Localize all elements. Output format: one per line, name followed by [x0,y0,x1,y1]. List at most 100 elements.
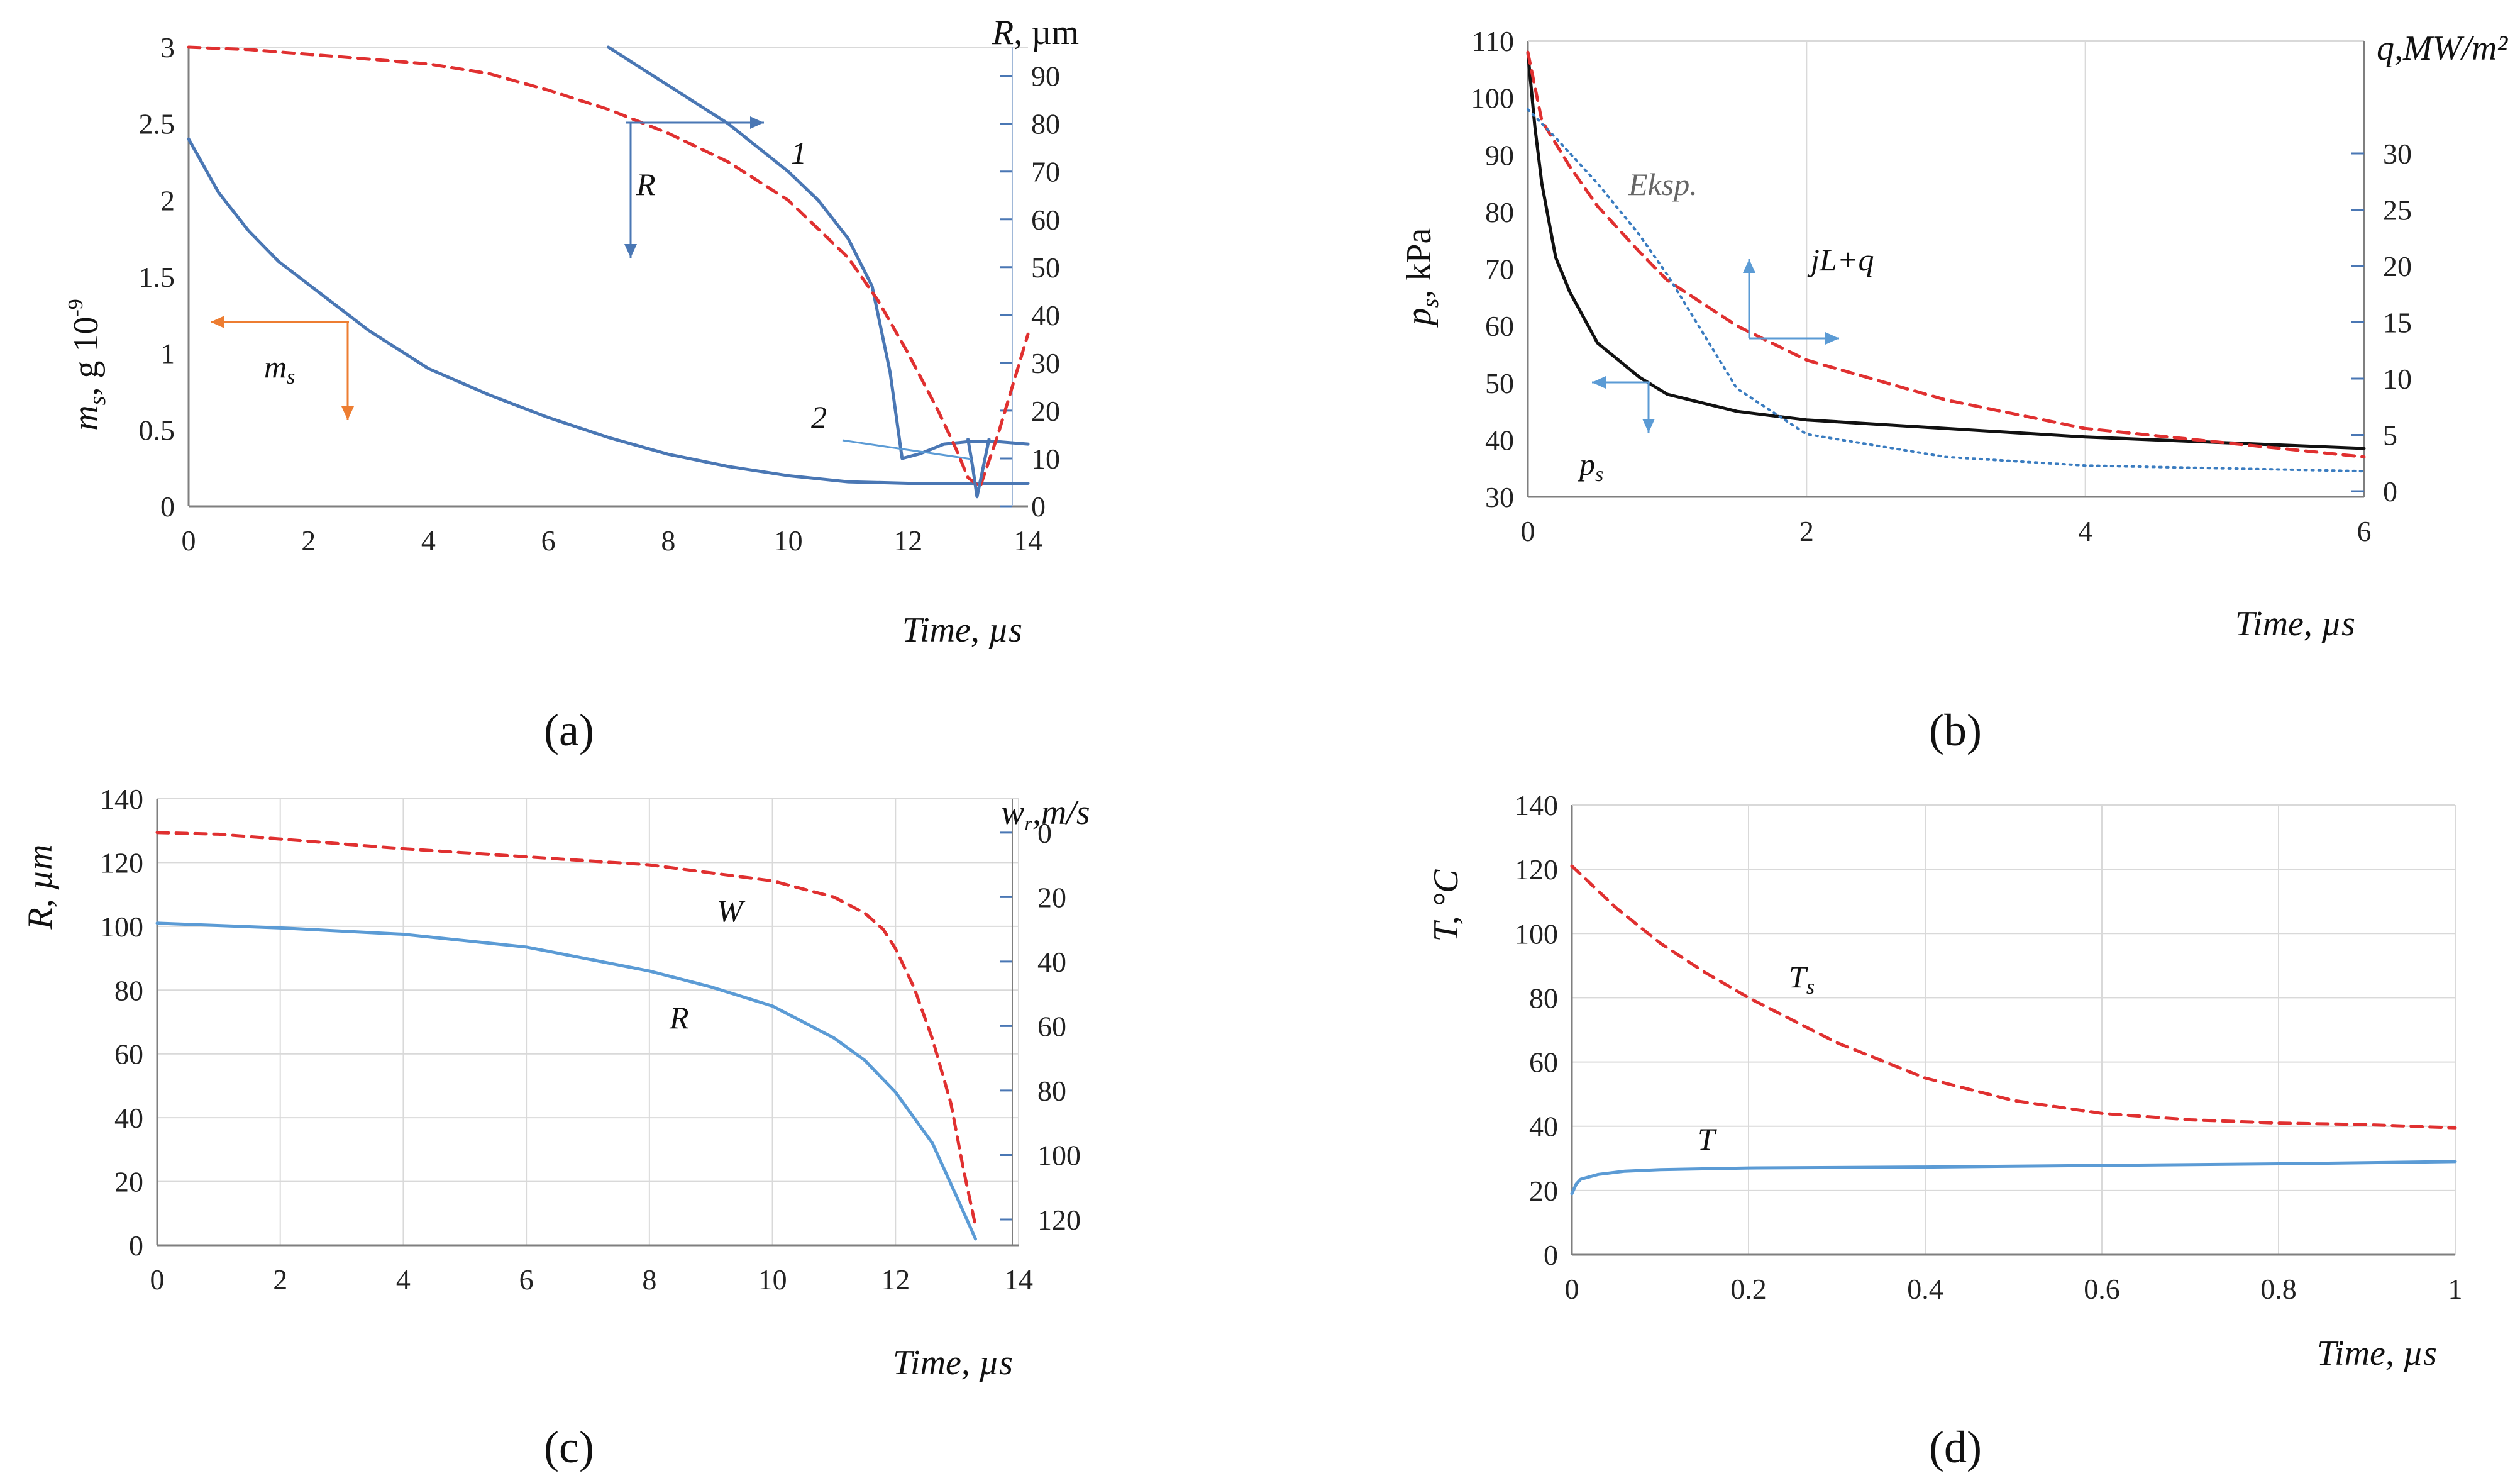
panel-b-yleft-tick-80: 80 [1485,196,1514,228]
panel-a-x-tick-0: 0 [182,525,196,557]
panel-c-x-tick-14: 14 [1004,1264,1033,1296]
panel-a-yright-tick-10: 10 [1031,443,1060,475]
panel-b-axes [1527,40,2365,498]
panel-label-b: (b) [1929,705,1982,755]
panel-label-c: (c) [544,1422,594,1472]
panel-a-x-tick-2: 2 [301,525,316,557]
panel-b-yright-tick-0: 0 [2383,475,2397,508]
panel-a-series-r-1- [607,45,1030,460]
panel-a-yleft-tick-1.5: 1.5 [139,261,175,293]
panel-d-x-tick-0: 0 [1565,1273,1579,1305]
panel-a-yright-tick-0: 0 [1031,491,1046,523]
panel-c-yleft-tick-60: 60 [114,1038,143,1070]
panel-d-x-tick-0.4: 0.4 [1907,1273,1943,1305]
panel-a-xlabel: Time, µs [902,611,1022,650]
panel-d: 0 20 40 60 80 100 120 140 0 0.2 0.4 0.6 0.8 1 Time, µ… [1427,789,2463,1373]
panel-b-yright-tick-20: 20 [2383,250,2412,282]
panel-d-series [1570,864,2457,1196]
panel-a-arrow-R-down-head [624,244,637,258]
panel-a-label-2: 2 [811,399,827,435]
panel-b-yleft-tick-60: 60 [1485,310,1514,342]
panel-b-x-tick-6: 6 [2357,515,2372,547]
panel-a-series-2 [966,438,991,499]
panel-d-x-tick-0.6: 0.6 [2084,1273,2120,1305]
panel-c-x-tick-10: 10 [758,1264,787,1296]
panel-c-axes [156,799,1019,1247]
panel-c-yright-tick-100: 100 [1037,1139,1081,1171]
panel-b-series [1526,50,2366,473]
panel-a-yright-tick-60: 60 [1031,204,1060,236]
panel-a-series [187,45,1030,499]
panel-a-ylabel-right: R, µm [992,13,1079,52]
panel-c-series [155,831,977,1241]
panel-a-label-ms: ms [264,349,295,389]
panel-b-yleft-tick-90: 90 [1485,139,1514,171]
panel-a-leader-2 [842,439,972,460]
panel-a-yleft-tick-1: 1 [160,338,175,370]
panel-c-yright-tick-0: 0 [1037,817,1052,849]
panel-a-yright-tick-70: 70 [1031,156,1060,188]
panel-label-d: (d) [1929,1422,1982,1472]
panel-c-ylabel-right: wr,m/s [1001,793,1090,835]
panel-c-x-tick-6: 6 [519,1264,534,1296]
panel-d-yleft-tick-20: 20 [1529,1175,1558,1207]
panel-a-yright-tick-30: 30 [1031,347,1060,379]
panel-a-x-tick-6: 6 [541,525,556,557]
panel-d-yleft-tick-120: 120 [1515,853,1558,886]
panel-c-grid [157,798,1019,1246]
panel-a-x-tick-14: 14 [1014,525,1042,557]
panel-a-yright-tick-40: 40 [1031,299,1060,331]
panel-a-label-1: 1 [791,135,807,170]
panel-d-series-ts [1570,864,2457,1130]
panel-a: 00.511.522.530 2 4 6 8 10 12 140102030405060708… [64,13,1079,650]
panel-a-yleft-tick-0.5: 0.5 [139,414,175,446]
panel-c-yleft-tick-0: 0 [129,1230,143,1262]
panel-b-arrow-ps-down-head [1642,419,1655,433]
panel-d-ylabel-left: T, °C [1427,869,1466,941]
panel-c-series-w [155,831,977,1228]
panel-c-yleft-tick-100: 100 [100,911,143,943]
panel-d-yleft-tick-80: 80 [1529,982,1558,1014]
panel-a-ticks: 00.511.522.530 2 4 6 8 10 12 140102030405060708… [139,31,1061,557]
panel-b-x-tick-2: 2 [1799,515,1814,547]
panel-b-yleft-tick-110: 110 [1472,25,1514,57]
panel-a-x-tick-4: 4 [421,525,436,557]
panel-a-series-dashed [187,45,1030,489]
panel-c-ylabel-left: R, µm [21,845,60,930]
panel-c-series-r [155,921,977,1241]
panel-d-yleft-tick-140: 140 [1515,789,1558,821]
panel-c-yright-tick-40: 40 [1037,946,1066,978]
panel-b-label-eksp: Eksp. [1628,167,1698,202]
panel-b-arrow-jlq-right-head [1825,332,1839,345]
panel-a-arrow-R-right-head [750,116,764,129]
panel-b-yright-tick-5: 5 [2383,419,2397,452]
panel-c-yleft-tick-20: 20 [114,1166,143,1198]
panel-b-label-jlq: jL+q [1807,242,1874,277]
panel-c-yleft-tick-120: 120 [100,847,143,879]
panel-b-yright-tick-30: 30 [2383,138,2412,170]
panel-a-yleft-tick-2: 2 [160,184,175,216]
panel-c-x-tick-0: 0 [150,1264,165,1296]
panel-c-yleft-tick-140: 140 [100,783,143,815]
panel-d-axes [1571,804,2455,1256]
panel-d-x-tick-0.8: 0.8 [2260,1273,2297,1305]
panel-a-label-R: R [636,167,656,202]
panel-b-arrow-ps-left-head [1592,376,1606,389]
panel-b-yright-tick-25: 25 [2383,194,2412,226]
panel-d-yleft-tick-40: 40 [1529,1111,1558,1143]
panel-b-arrow-jlq-up-head [1743,259,1755,273]
panel-b-xlabel: Time, µs [2235,604,2355,643]
panel-a-yright-tick-80: 80 [1031,108,1060,140]
panel-d-label-Ts: Ts [1789,959,1815,999]
panel-c-x-tick-12: 12 [881,1264,910,1296]
panel-d-x-tick-0.2: 0.2 [1730,1273,1767,1305]
panel-c-xlabel: Time, µs [893,1343,1013,1382]
panel-a-x-tick-10: 10 [774,525,803,557]
panel-b-yleft-tick-70: 70 [1485,253,1514,286]
panel-c-label-W: W [717,893,746,928]
panel-c-label-R: R [669,1000,689,1035]
